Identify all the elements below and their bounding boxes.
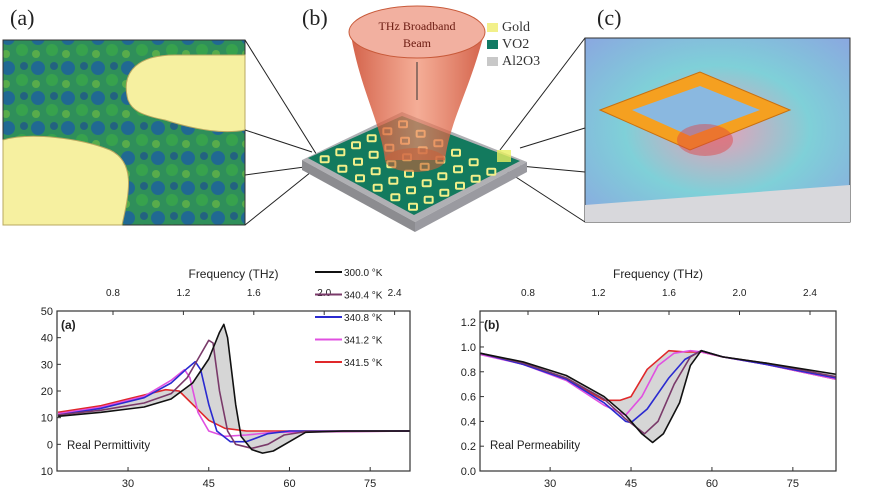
gold-ring-resonator <box>370 167 381 176</box>
plot-frame <box>479 310 837 472</box>
gold-ring-resonator <box>437 172 448 181</box>
y-tick-label: 10 <box>41 466 53 478</box>
beam-label-line2: Beam <box>403 36 432 50</box>
legend-item-gold: Gold <box>487 19 540 36</box>
beam-label-line1: THz Broadband <box>379 19 456 33</box>
gold-ring-resonator <box>319 155 330 164</box>
series-line <box>479 349 837 444</box>
gold-ring-resonator <box>368 150 379 159</box>
panel-label-c: (c) <box>597 5 622 30</box>
gold-ring-resonator <box>355 174 365 183</box>
top-tick-label: 1.6 <box>662 288 676 299</box>
y-tick-label: 0.0 <box>461 466 476 478</box>
y-tick-label: 10 <box>41 413 53 425</box>
series-line <box>57 360 410 443</box>
series-line <box>57 388 410 432</box>
panel-a-microscopy-image <box>2 39 246 226</box>
x-tick-label: 45 <box>625 478 637 490</box>
top-tick-label: 2.4 <box>388 288 402 299</box>
gold-ring-resonator <box>486 167 497 176</box>
legend-label-gold: Gold <box>502 20 530 35</box>
series-line <box>58 323 410 454</box>
shaded-region <box>480 350 836 443</box>
y-tick-label: 40 <box>41 333 53 345</box>
gold-ring-resonator <box>388 176 399 185</box>
x-tick-label: 75 <box>787 478 799 490</box>
legend-item-vo2: VO2 <box>487 36 540 53</box>
gold-ring-resonator <box>423 195 434 204</box>
gold-ring-resonator <box>366 134 377 143</box>
legend-swatch-al2o3 <box>487 57 498 66</box>
top-tick-label: 1.2 <box>592 288 606 299</box>
gold-ring-resonator <box>406 186 416 195</box>
gold-ring-resonator <box>468 158 479 167</box>
y-tick-label: 0.6 <box>461 392 476 404</box>
gold-ring-resonator <box>453 165 463 174</box>
gold-ring-resonator <box>337 164 348 173</box>
top-tick-label: 2.0 <box>733 288 747 299</box>
materials-legend: Gold VO2 Al2O3 <box>487 19 540 70</box>
y-tick-label: 1.2 <box>461 317 476 329</box>
permittivity-chart: Frequency (THz)0.81.21.62.02.43045607550… <box>41 267 411 490</box>
legend-label: 341.2 °K <box>344 336 383 347</box>
permeability-chart: Frequency (THz) 0.8 1.2 1.6 2.0 2.4 30 45 60 75 1.… <box>461 267 837 490</box>
legend-label: 340.8 °K <box>344 313 383 324</box>
legend-label-vo2: VO2 <box>502 37 530 52</box>
gold-ring-resonator <box>451 148 461 157</box>
x-tick-label: 75 <box>364 478 376 490</box>
top-tick-label: 0.8 <box>521 288 535 299</box>
x-tick-label: 60 <box>283 478 295 490</box>
y-axis-label: Real Permittivity <box>67 440 150 452</box>
y-tick-label: 0 <box>47 439 53 451</box>
y-tick-label: 0.2 <box>461 441 476 453</box>
y-tick-label: 0.4 <box>461 416 476 428</box>
top-tick-label: 2.4 <box>803 288 817 299</box>
y-tick-label: 30 <box>41 359 53 371</box>
gold-ring-resonator <box>455 181 465 190</box>
gold-ring-resonator <box>372 183 383 192</box>
connector-lines <box>244 37 586 226</box>
top-axis-label: Frequency (THz) <box>188 267 278 281</box>
top-tick-label: 1.6 <box>247 288 261 299</box>
panel-label-b: (b) <box>302 5 328 30</box>
top-axis-label: Frequency (THz) <box>613 267 703 281</box>
y-axis-label: Real Permeability <box>490 440 580 452</box>
y-tick-label: 0.8 <box>461 367 476 379</box>
legend-label: 340.4 °K <box>344 291 383 302</box>
gold-ring-resonator <box>353 157 363 166</box>
y-tick-label: 50 <box>41 306 53 318</box>
series-line <box>57 339 411 450</box>
legend-swatch-gold <box>487 23 498 32</box>
x-tick-label: 45 <box>203 478 215 490</box>
gold-ring-resonator <box>408 202 418 211</box>
thz-beam: THz Broadband Beam <box>348 5 486 172</box>
series-line <box>57 368 411 438</box>
y-tick-label: 1.0 <box>461 342 476 354</box>
top-tick-label: 0.8 <box>106 288 120 299</box>
legend-item-al2o3: Al2O3 <box>487 53 540 70</box>
gold-ring-resonator <box>390 193 401 202</box>
legend-label: 300.0 °K <box>344 268 383 279</box>
x-tick-label: 30 <box>122 478 134 490</box>
legend-label: 341.5 °K <box>344 358 383 369</box>
gold-ring-resonator <box>351 141 361 150</box>
shaded-region <box>58 324 410 454</box>
gold-ring-resonator <box>439 188 450 197</box>
chart-row: Frequency (THz) 0.8 1.2 1.6 2.0 2.4 30 45 60 75 50… <box>0 260 880 495</box>
y-tick-label: 20 <box>41 386 53 398</box>
top-tick-label: 1.2 <box>176 288 190 299</box>
gold-ring-resonator <box>335 148 346 157</box>
panel-label-a: (a) <box>10 5 35 30</box>
gold-ring-resonator <box>421 179 432 188</box>
panel-c-resonator-render <box>584 37 851 223</box>
panel-label: (a) <box>61 318 76 332</box>
gold-ring-resonator <box>470 174 481 183</box>
schematic-illustration: THz Broadband Beam <box>2 5 851 232</box>
panel-label: (b) <box>484 318 499 332</box>
x-tick-label: 60 <box>706 478 718 490</box>
legend-swatch-vo2 <box>487 40 498 49</box>
legend-label-al2o3: Al2O3 <box>502 54 541 69</box>
x-tick-label: 30 <box>544 478 556 490</box>
